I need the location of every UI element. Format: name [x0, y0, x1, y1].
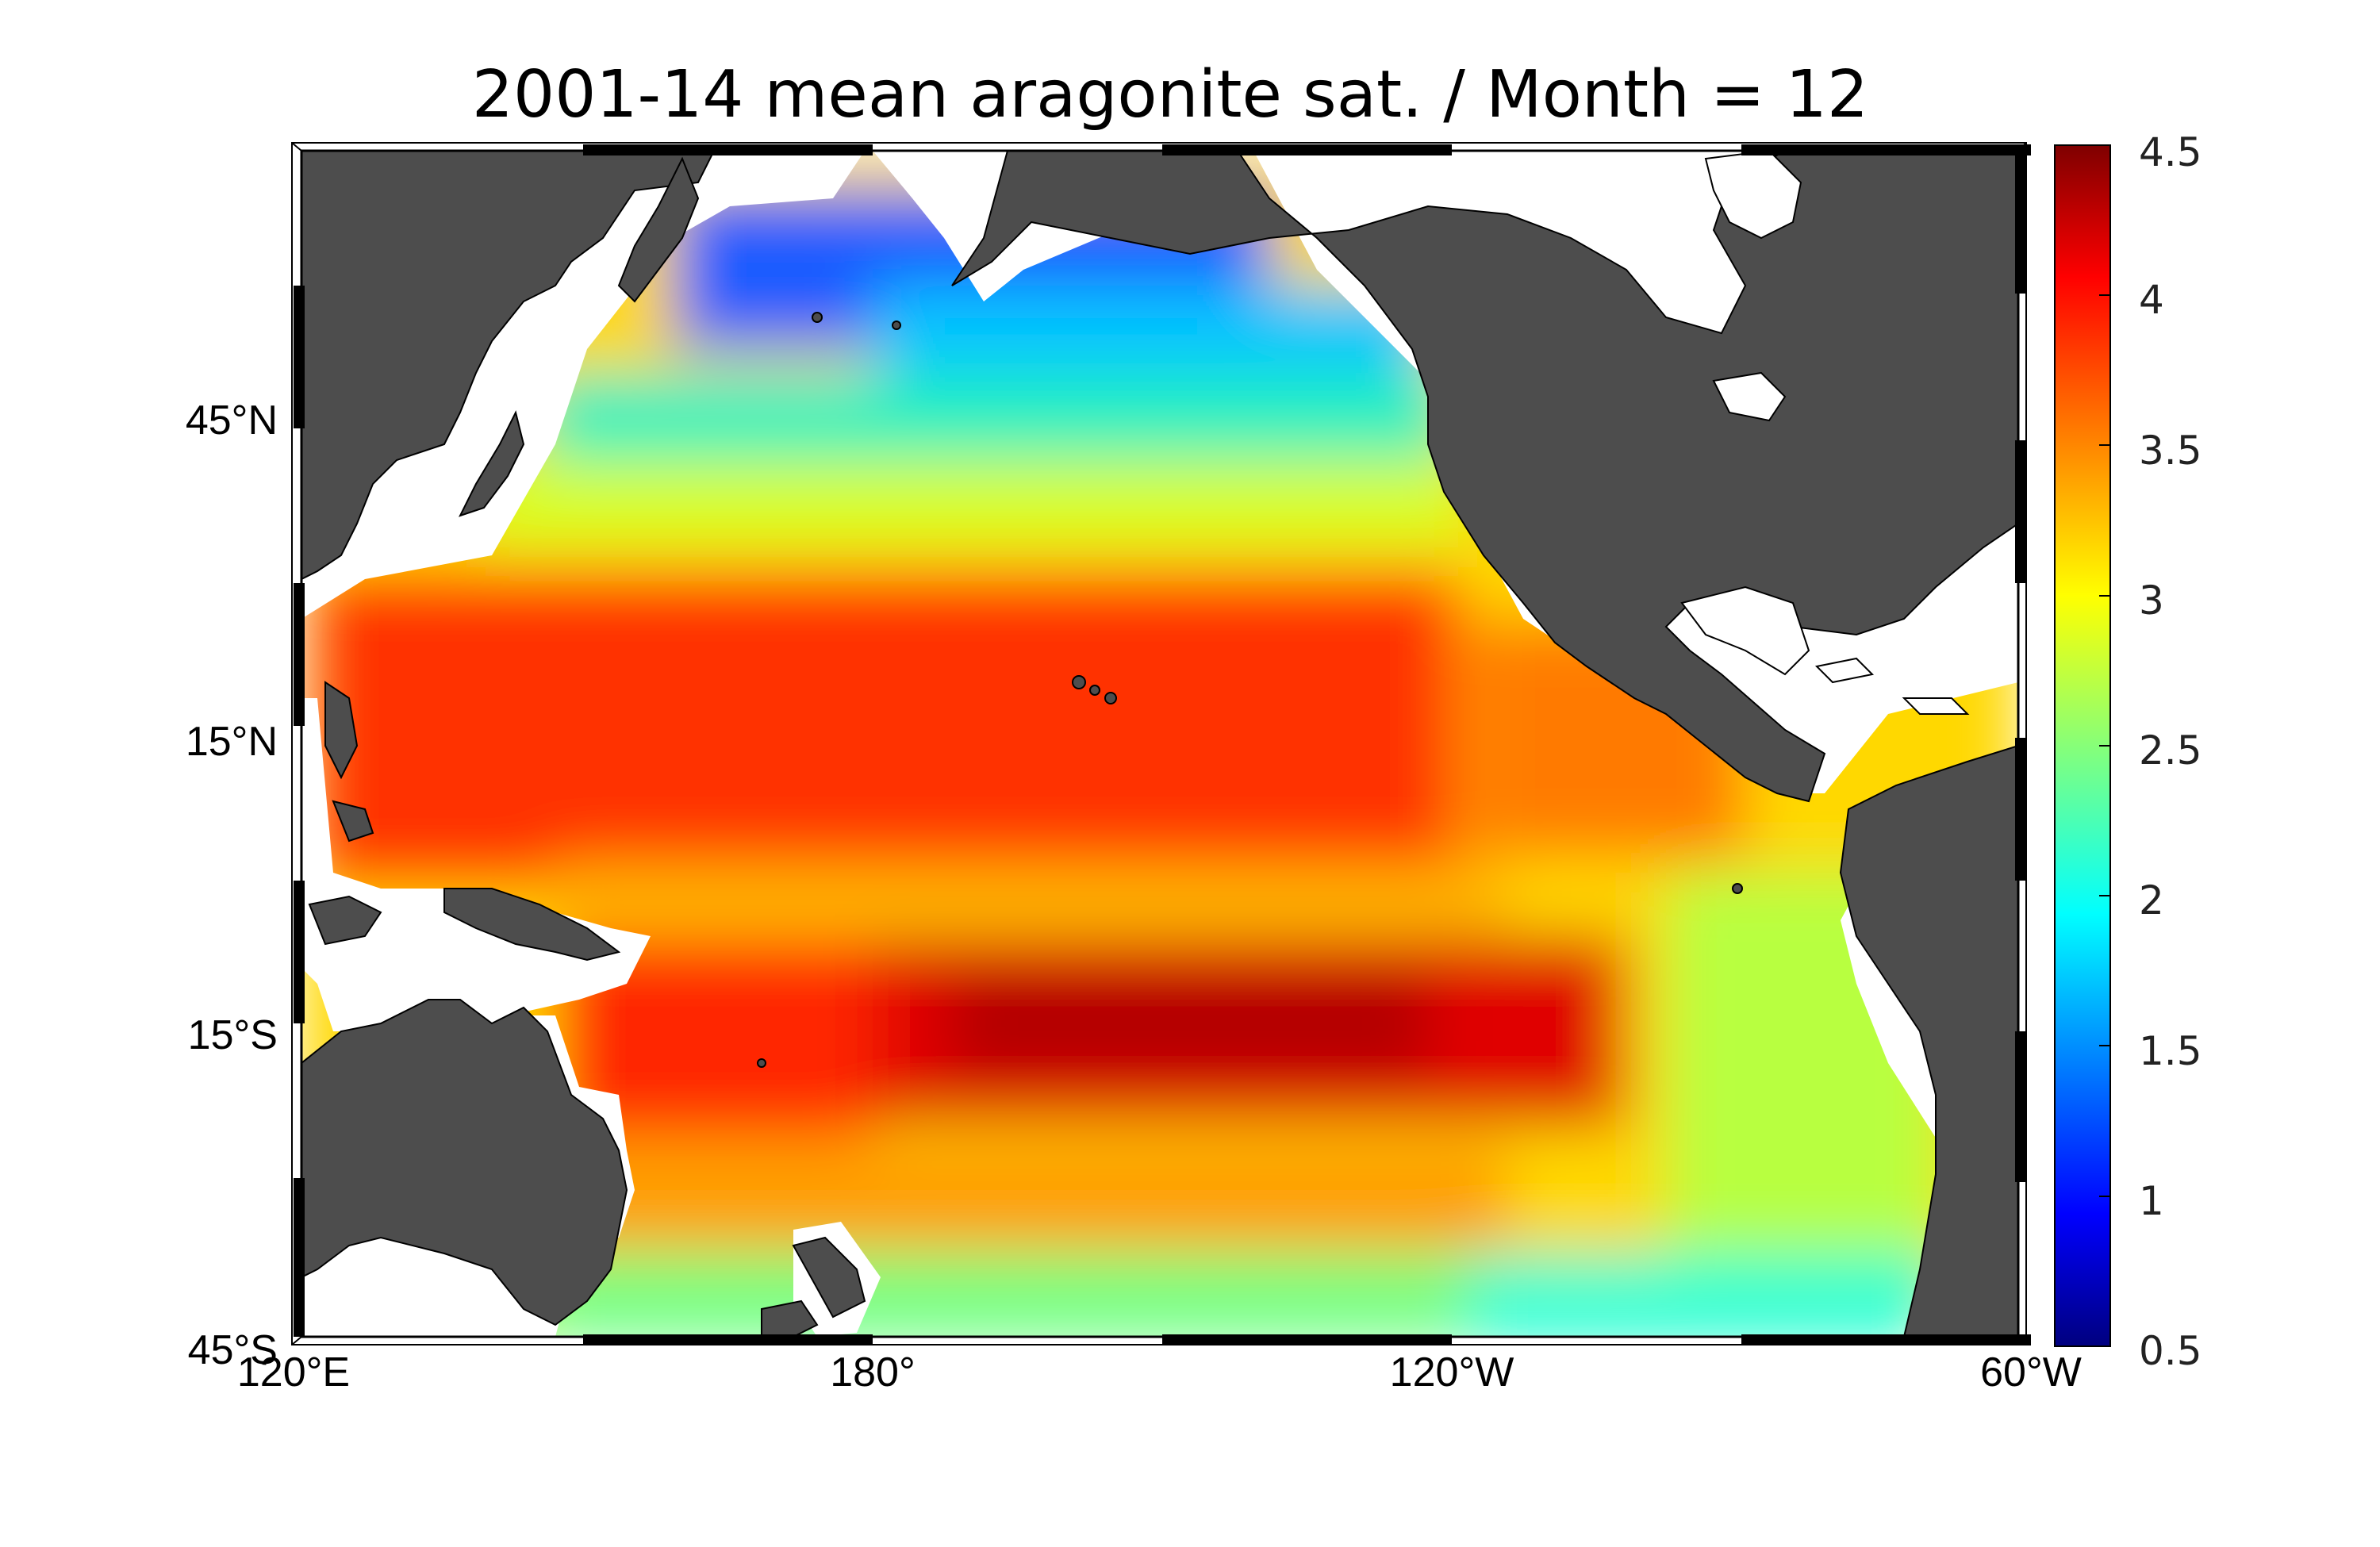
map-title: 2001-14 mean aragonite sat. / Month = 12	[471, 57, 1869, 132]
lon-label-120e: 120°E	[236, 1349, 351, 1395]
map-border-ticks	[294, 144, 2031, 1345]
lat-label-15s: 15°S	[187, 1012, 278, 1058]
lon-label-60w: 60°W	[1980, 1349, 2082, 1395]
lat-label-45s: 45°S	[187, 1327, 278, 1373]
inland-water	[1680, 151, 1970, 715]
land-masses	[301, 151, 2018, 1337]
lon-label-180: 180°	[830, 1349, 916, 1395]
colorbar-label-4: 4	[2139, 277, 2164, 323]
colorbar-label-1-5: 1.5	[2139, 1028, 2202, 1074]
lat-label-15n: 15°N	[185, 719, 278, 765]
colorbar-label-1: 1	[2139, 1178, 2164, 1224]
colorbar-label-3-5: 3.5	[2139, 428, 2202, 474]
colorbar-label-3: 3	[2139, 578, 2164, 624]
colorbar-label-2-5: 2.5	[2139, 727, 2202, 774]
colorbar-label-2: 2	[2139, 877, 2164, 923]
lon-label-120w: 120°W	[1389, 1349, 1514, 1395]
colorbar-label-4-5: 4.5	[2139, 129, 2202, 175]
colorbar-ticks	[2099, 144, 2110, 1347]
colorbar-label-0-5: 0.5	[2139, 1328, 2202, 1374]
lat-label-45n: 45°N	[185, 397, 278, 443]
